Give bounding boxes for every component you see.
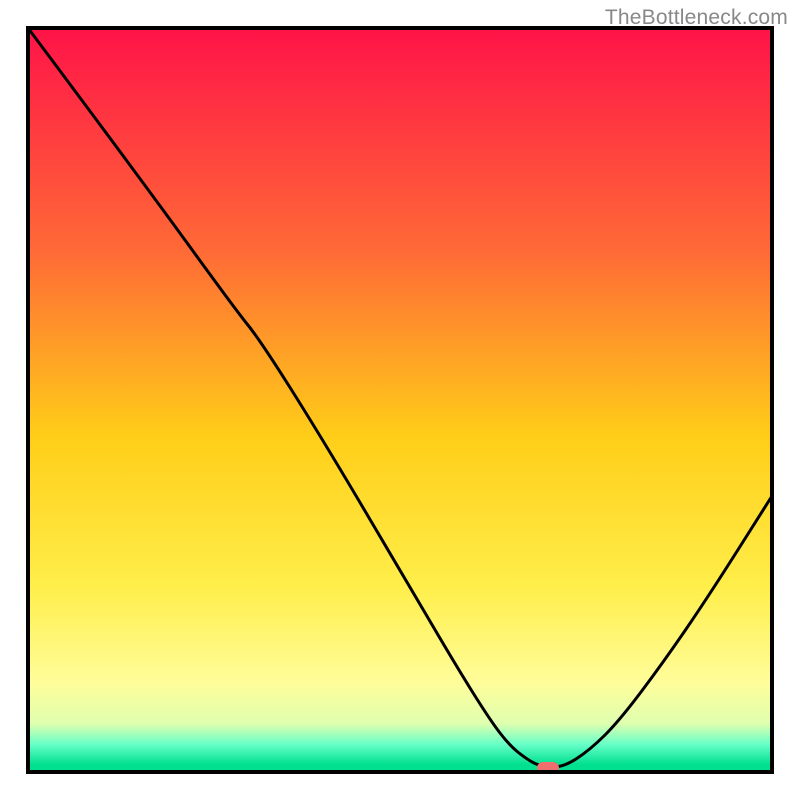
- watermark-text: TheBottleneck.com: [605, 6, 788, 30]
- chart-stage: TheBottleneck.com: [0, 0, 800, 800]
- bottleneck-chart: [0, 0, 800, 800]
- plot-background: [28, 28, 772, 772]
